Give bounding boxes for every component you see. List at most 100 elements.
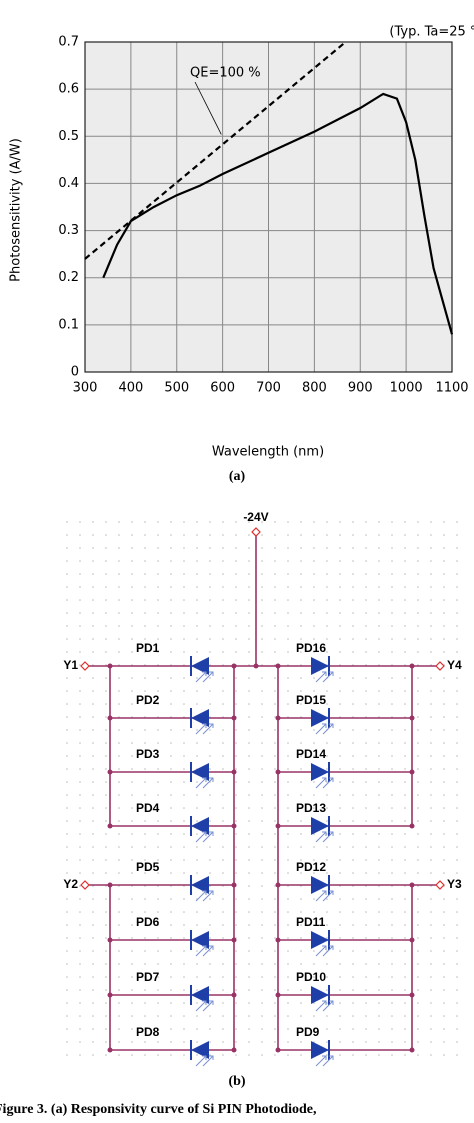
terminal-label: Y3 — [447, 877, 462, 891]
junction — [409, 937, 415, 943]
photodiode — [311, 876, 329, 894]
junction — [107, 992, 113, 998]
x-tick-label: 300 — [73, 381, 98, 396]
light-arrow — [195, 1000, 207, 1012]
photodiode-label: PD15 — [296, 693, 326, 707]
photodiode — [191, 817, 209, 835]
light-arrow — [322, 945, 334, 957]
photodiode-label: PD2 — [136, 693, 160, 707]
junction — [275, 937, 281, 943]
light-arrow — [322, 1055, 334, 1067]
junction — [275, 663, 281, 669]
light-arrow — [195, 831, 207, 843]
junction — [231, 1047, 237, 1053]
light-arrow — [202, 671, 214, 683]
light-arrow — [202, 723, 214, 735]
junction — [231, 992, 237, 998]
photodiode-label: PD11 — [296, 915, 326, 929]
data-line — [102, 92, 454, 335]
photodiode-label: PD16 — [296, 641, 326, 655]
light-arrow — [195, 1055, 207, 1067]
photodiode-label: PD9 — [296, 1025, 320, 1039]
x-tick-label: 700 — [256, 381, 281, 396]
light-arrow — [315, 1055, 327, 1067]
photodiode — [191, 1041, 209, 1059]
photodiode-label: PD5 — [136, 860, 160, 874]
junction — [275, 715, 281, 721]
light-arrow — [315, 831, 327, 843]
light-arrow — [195, 671, 207, 683]
terminal-label: Y1 — [63, 658, 78, 672]
junction — [107, 715, 113, 721]
light-arrow — [322, 671, 334, 683]
junction — [107, 769, 113, 775]
light-arrow — [315, 890, 327, 902]
x-tick-label: 1000 — [390, 381, 423, 396]
photodiode — [191, 709, 209, 727]
y-tick-label: 0.5 — [58, 129, 79, 144]
terminal — [435, 880, 445, 890]
junction — [231, 715, 237, 721]
light-arrow — [202, 945, 214, 957]
photodiode-label: PD12 — [296, 860, 326, 874]
junction — [275, 992, 281, 998]
y-tick-label: 0.2 — [58, 270, 79, 285]
y-tick-label: 0.3 — [58, 223, 79, 238]
photodiode — [311, 709, 329, 727]
light-arrow — [202, 1000, 214, 1012]
y-axis-label: Photosensitivity (A/W) — [9, 138, 24, 282]
photodiode-label: PD4 — [136, 801, 160, 815]
supply-label: -24V — [243, 510, 268, 524]
panel-label: (b) — [228, 1074, 245, 1089]
photodiode-label: PD14 — [296, 747, 326, 761]
junction — [231, 937, 237, 943]
light-arrow — [202, 831, 214, 843]
light-arrow — [315, 671, 327, 683]
junction — [275, 769, 281, 775]
x-tick-label: 800 — [302, 381, 327, 396]
junction — [409, 769, 415, 775]
light-arrow — [195, 777, 207, 789]
photodiode-label: PD10 — [296, 970, 326, 984]
junction — [107, 823, 113, 829]
light-arrow — [195, 723, 207, 735]
terminal — [251, 527, 261, 537]
leader-line — [194, 81, 222, 135]
photodiode — [191, 931, 209, 949]
junction — [275, 1047, 281, 1053]
terminal — [435, 661, 445, 671]
junction — [231, 882, 237, 888]
light-arrow — [315, 945, 327, 957]
series-annotation: QE=100 % — [190, 66, 261, 81]
plot-frame — [84, 41, 453, 373]
light-arrow — [322, 890, 334, 902]
photodiode — [311, 931, 329, 949]
light-arrow — [315, 777, 327, 789]
chart-note: (Typ. Ta=25 °C) — [389, 25, 474, 40]
x-tick-label: 600 — [210, 381, 235, 396]
junction — [275, 823, 281, 829]
photodiode — [191, 876, 209, 894]
light-arrow — [322, 723, 334, 735]
terminal-label: Y2 — [63, 877, 78, 891]
light-arrow — [202, 777, 214, 789]
light-arrow — [315, 723, 327, 735]
junction — [409, 992, 415, 998]
light-arrow — [322, 1000, 334, 1012]
photodiode-label: PD8 — [136, 1025, 160, 1039]
photodiode-label: PD7 — [136, 970, 160, 984]
light-arrow — [202, 890, 214, 902]
panel-label: (a) — [229, 469, 246, 484]
light-arrow — [315, 1000, 327, 1012]
y-tick-label: 0.7 — [58, 35, 79, 50]
terminal-label: Y4 — [447, 658, 462, 672]
photodiode — [191, 763, 209, 781]
data-line — [84, 41, 347, 260]
x-tick-label: 400 — [118, 381, 143, 396]
light-arrow — [202, 1055, 214, 1067]
grid-background — [55, 515, 467, 1060]
junction — [275, 882, 281, 888]
x-tick-label: 1100 — [435, 381, 468, 396]
junction — [409, 1047, 415, 1053]
y-tick-label: 0.6 — [58, 82, 79, 97]
